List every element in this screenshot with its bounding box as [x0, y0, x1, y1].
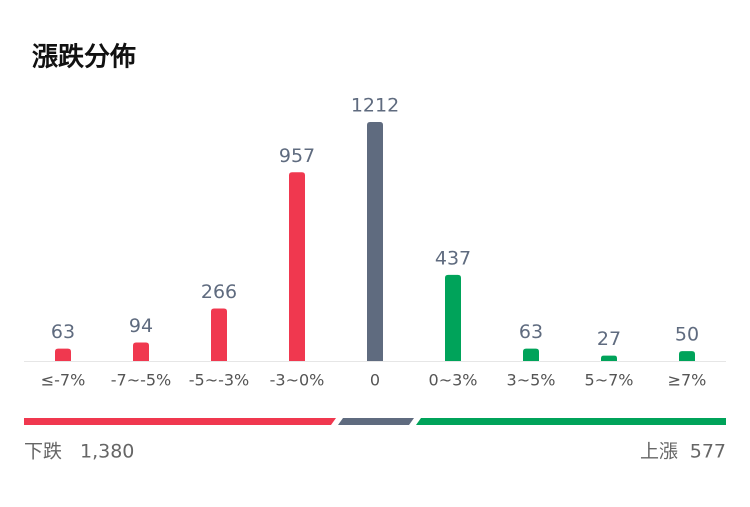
x-tick-label: 5~7% — [585, 371, 634, 390]
bar — [289, 172, 305, 361]
down-bar — [24, 418, 336, 425]
flat-bar — [338, 418, 414, 425]
x-tick-label: 0~3% — [429, 371, 478, 390]
value-label: 27 — [597, 328, 621, 350]
bar — [55, 348, 71, 361]
x-tick-label: 0 — [370, 371, 380, 390]
chart-title: 漲跌分佈 — [32, 42, 136, 73]
x-tick-label: 3~5% — [507, 371, 556, 390]
value-label: 266 — [201, 281, 237, 303]
x-tick-label: -7~-5% — [111, 371, 172, 390]
bar — [523, 348, 539, 361]
bar — [211, 308, 227, 361]
up-bar — [416, 418, 726, 425]
value-label: 94 — [129, 315, 153, 337]
bar — [445, 274, 461, 361]
value-label: 957 — [279, 145, 315, 167]
value-label: 50 — [675, 324, 699, 346]
value-label: 1212 — [351, 95, 399, 117]
x-tick-label: ≤-7% — [41, 371, 86, 390]
x-tick-label: ≥7% — [668, 371, 707, 390]
bar — [367, 122, 383, 361]
value-label: 63 — [519, 321, 543, 343]
x-tick-label: -5~-3% — [189, 371, 250, 390]
up-total: 577 — [690, 441, 726, 463]
bar — [601, 355, 617, 361]
x-tick-label: -3~0% — [270, 371, 325, 390]
bar — [133, 342, 149, 361]
value-label: 437 — [435, 247, 471, 269]
bar — [679, 351, 695, 361]
down-label: 下跌 — [24, 441, 62, 463]
up-label: 上漲 — [640, 441, 678, 463]
down-total: 1,380 — [80, 441, 134, 463]
value-label: 63 — [51, 321, 75, 343]
